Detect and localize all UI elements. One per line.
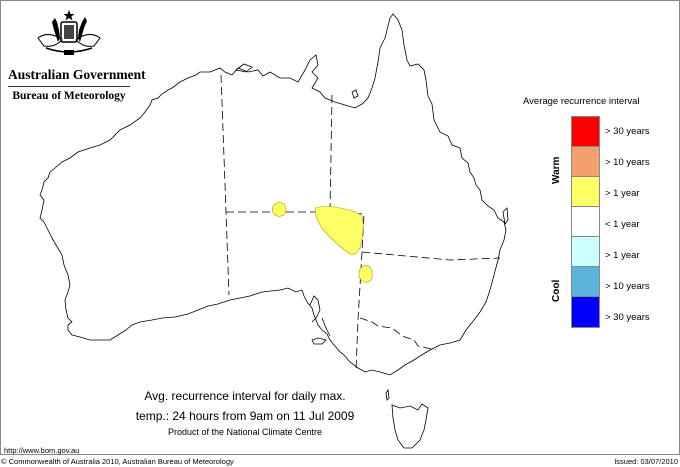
legend-swatch-cool-30 [572, 297, 599, 327]
legend-label: > 1 year [605, 250, 640, 261]
legend-swatch-warm-1 [572, 177, 599, 207]
government-name: Australian Government [8, 67, 146, 87]
legend-warm-label: Warm [551, 156, 562, 184]
website-link[interactable]: http://www.bom.gov.au [4, 446, 80, 455]
issued-date: Issued: 03/07/2010 [614, 457, 678, 466]
australia-map [39, 13, 509, 449]
legend-label: < 1 year [605, 219, 640, 230]
agency-name: Bureau of Meteorology [12, 90, 126, 102]
caption-product: Product of the National Climate Centre [167, 427, 323, 437]
legend-cool-label: Cool [551, 279, 562, 302]
coastline [39, 13, 509, 449]
legend-label: > 30 years [605, 126, 650, 137]
copyright-text: © Commonwealth of Australia 2010, Austra… [1, 457, 234, 466]
caption-title-line1: Avg. recurrence interval for daily max. [144, 389, 346, 403]
anomaly-areas [271, 202, 373, 283]
legend-color-bar [571, 116, 600, 328]
legend-title: Average recurrence interval [523, 96, 640, 107]
legend-label: > 10 years [605, 157, 650, 168]
legend-swatch-warm-10 [572, 147, 599, 177]
coat-of-arms-icon [37, 10, 101, 55]
legend-label: > 10 years [605, 281, 650, 292]
legend-swatch-neutral [572, 207, 599, 237]
legend-swatch-cool-1 [572, 237, 599, 267]
legend-label: > 1 year [605, 188, 640, 199]
legend-swatch-warm-30 [572, 117, 599, 147]
map-caption: Avg. recurrence interval for daily max. … [100, 387, 390, 438]
caption-title-line2: temp.: 24 hours from 9am on 11 Jul 2009 [135, 409, 355, 423]
legend-swatch-cool-10 [572, 267, 599, 297]
legend-label: > 30 years [605, 312, 650, 323]
bom-logo: Australian Government Bureau of Meteorol… [8, 8, 146, 102]
